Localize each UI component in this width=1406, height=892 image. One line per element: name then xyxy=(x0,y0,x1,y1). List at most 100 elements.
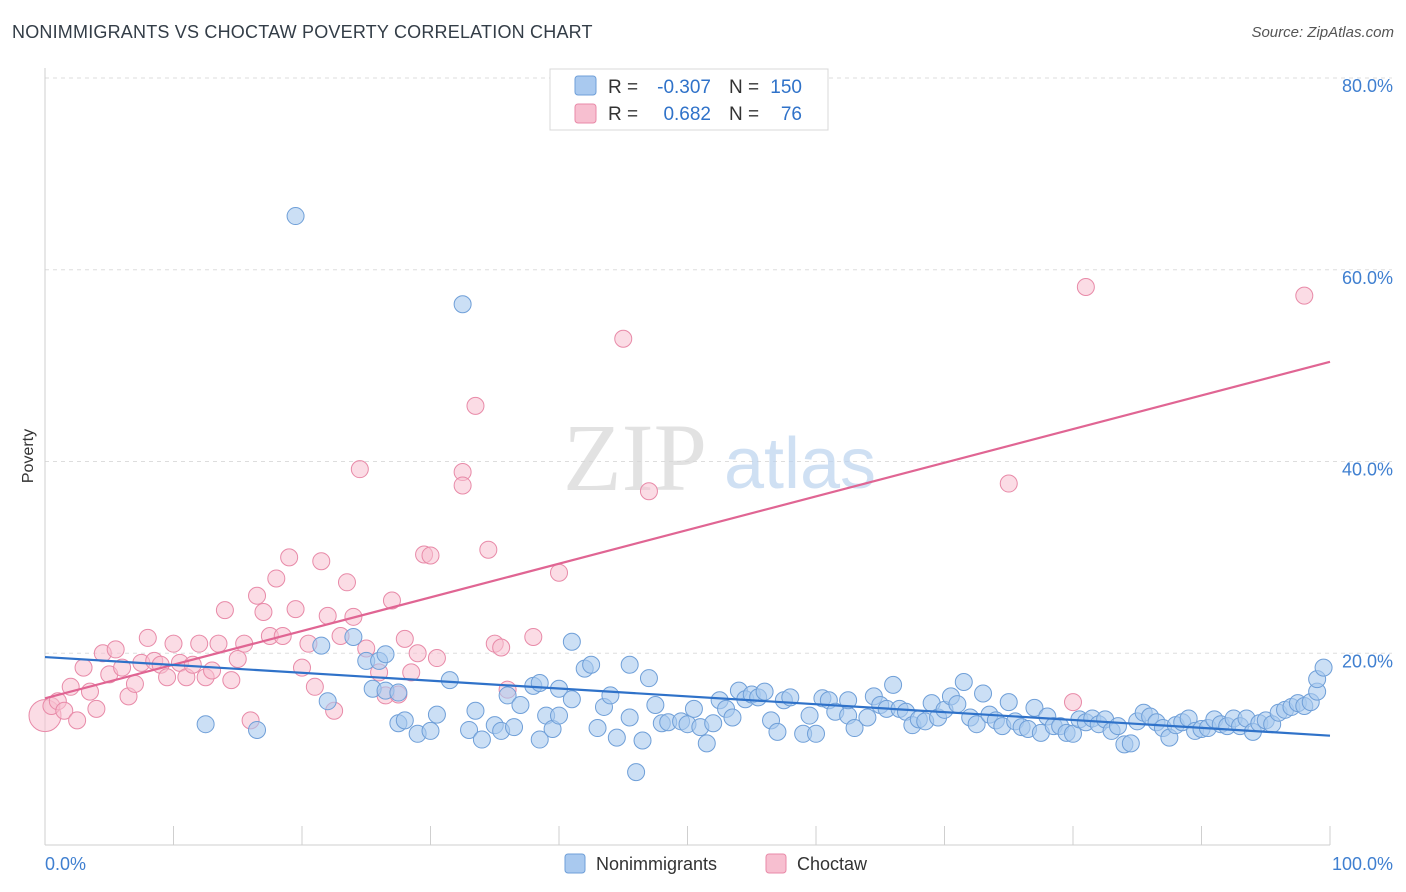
choctaw-point xyxy=(402,663,421,682)
legend-n-value-1: 150 xyxy=(770,77,802,98)
nonimmigrants-point xyxy=(389,683,408,702)
nonimmigrants-point xyxy=(196,715,215,734)
nonimmigrants-point xyxy=(884,675,903,694)
x-tick-label-end: 100.0% xyxy=(1332,854,1393,874)
chart-title: NONIMMIGRANTS VS CHOCTAW POVERTY CORRELA… xyxy=(12,22,593,42)
legend-swatch-choctaw xyxy=(574,103,597,124)
nonimmigrants-point xyxy=(376,645,395,664)
y-tick-label: 60.0% xyxy=(1342,268,1393,288)
nonimmigrants-point xyxy=(684,699,703,718)
nonimmigrants-point xyxy=(646,696,665,715)
nonimmigrants-point xyxy=(312,636,331,655)
choctaw-point xyxy=(286,600,305,619)
nonimmigrants-point xyxy=(395,711,414,730)
choctaw-point xyxy=(222,671,241,690)
nonimmigrants-point xyxy=(248,720,267,739)
nonimmigrants-point xyxy=(627,763,646,782)
nonimmigrants-point xyxy=(530,730,549,749)
choctaw-point xyxy=(228,650,247,669)
nonimmigrants-point xyxy=(768,722,787,741)
y-tick-label: 40.0% xyxy=(1342,460,1393,480)
nonimmigrants-point xyxy=(620,708,639,727)
choctaw-point xyxy=(248,586,267,605)
choctaw-point xyxy=(254,603,273,622)
nonimmigrants-point xyxy=(839,691,858,710)
source-label: Source: ZipAtlas.com xyxy=(1251,24,1394,41)
legend-r-label-2: R = xyxy=(608,104,638,125)
nonimmigrants-point xyxy=(697,734,716,753)
series-legend: Nonimmigrants Choctaw xyxy=(564,853,868,874)
choctaw-point xyxy=(1076,278,1095,297)
trend-lines xyxy=(44,360,1331,737)
choctaw-point xyxy=(68,711,87,730)
choctaw-point xyxy=(524,627,543,646)
nonimmigrants-point xyxy=(460,720,479,739)
nonimmigrants-point xyxy=(1314,658,1333,677)
nonimmigrants-point xyxy=(498,686,517,705)
nonimmigrants-point xyxy=(344,627,363,646)
choctaw-point xyxy=(999,474,1018,493)
x-tick-label-start: 0.0% xyxy=(45,854,86,874)
choctaw-point xyxy=(113,658,132,677)
legend-r-value-1: -0.307 xyxy=(657,77,711,98)
nonimmigrants-point xyxy=(286,207,305,226)
grid-lines xyxy=(45,77,1392,654)
nonimmigrants-point xyxy=(704,714,723,733)
choctaw-point xyxy=(337,573,356,592)
choctaw-point xyxy=(87,699,106,718)
choctaw-point xyxy=(1064,693,1082,712)
choctaw-point xyxy=(138,628,157,647)
y-tick-label: 20.0% xyxy=(1342,651,1393,671)
choctaw-point xyxy=(395,629,414,648)
nonimmigrants-points xyxy=(196,207,1333,782)
nonimmigrants-point xyxy=(858,708,877,727)
choctaw-point xyxy=(492,638,511,657)
choctaw-point xyxy=(209,634,228,653)
nonimmigrants-point xyxy=(511,696,530,715)
nonimmigrants-point xyxy=(582,655,601,674)
nonimmigrants-point xyxy=(530,673,549,692)
nonimmigrants-point xyxy=(505,718,524,737)
correlation-legend: R = -0.307 N = 150 R = 0.682 N = 76 xyxy=(549,68,829,131)
choctaw-point xyxy=(55,701,74,720)
nonimmigrants-point xyxy=(472,730,491,749)
choctaw-point xyxy=(215,601,234,620)
nonimmigrants-point xyxy=(562,690,581,709)
choctaw-point xyxy=(453,476,472,495)
nonimmigrants-point xyxy=(1121,734,1140,753)
legend-swatch-nonimmigrants xyxy=(574,75,597,96)
nonimmigrants-point xyxy=(588,719,607,738)
choctaw-point xyxy=(382,591,401,610)
nonimmigrants-point xyxy=(1108,717,1127,736)
nonimmigrants-point xyxy=(453,295,472,314)
choctaw-point xyxy=(164,634,183,653)
choctaw-point xyxy=(427,649,446,668)
legend-n-label-2: N = xyxy=(729,104,759,125)
choctaw-point xyxy=(466,396,485,415)
nonimmigrants-point xyxy=(948,695,967,714)
choctaw-point xyxy=(479,540,498,559)
legend-bottom-choctaw: Choctaw xyxy=(797,854,868,874)
nonimmigrants-point xyxy=(601,686,620,705)
nonimmigrants-point xyxy=(807,724,825,743)
choctaw-point xyxy=(158,668,177,687)
nonimmigrants-point xyxy=(723,708,742,727)
choctaw-point xyxy=(639,482,658,501)
choctaw-point xyxy=(74,658,93,677)
x-tick-labels: 0.0% 100.0% xyxy=(45,854,1393,874)
nonimmigrants-point xyxy=(620,655,639,674)
nonimmigrants-point xyxy=(1025,698,1044,717)
nonimmigrants-point xyxy=(633,731,652,750)
choctaw-point xyxy=(190,634,209,653)
legend-bottom-nonimmigrants: Nonimmigrants xyxy=(596,854,717,874)
choctaw-trend-line xyxy=(44,360,1331,700)
nonimmigrants-point xyxy=(427,705,446,724)
nonimmigrants-point xyxy=(550,706,568,725)
nonimmigrants-point xyxy=(466,701,485,720)
nonimmigrants-point xyxy=(845,719,864,738)
choctaw-point xyxy=(350,460,369,479)
legend-n-label-1: N = xyxy=(729,77,759,98)
nonimmigrants-point xyxy=(999,693,1018,712)
nonimmigrants-point xyxy=(607,728,626,747)
